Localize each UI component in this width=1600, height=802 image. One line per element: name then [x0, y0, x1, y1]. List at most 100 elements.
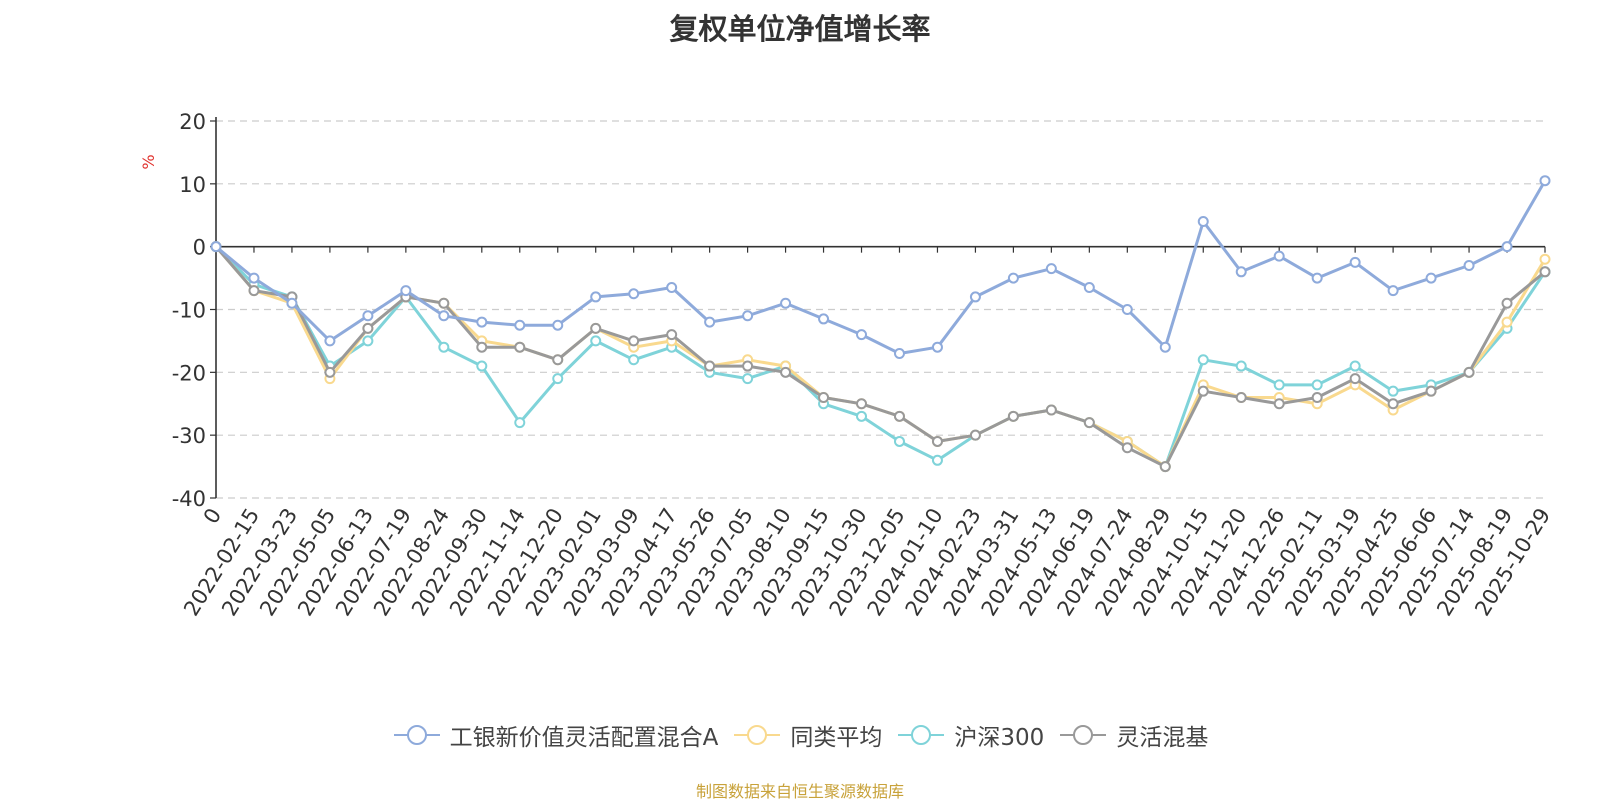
- data-point: [590, 291, 602, 303]
- data-point: [286, 297, 298, 309]
- series-line-3: [214, 245, 1546, 469]
- data-point: [1083, 417, 1095, 429]
- legend-line-circle-icon: [1060, 725, 1107, 745]
- data-point: [628, 354, 640, 366]
- legend-line-circle-icon: [734, 725, 781, 745]
- data-point: [969, 291, 981, 303]
- data-point: [210, 241, 222, 253]
- data-point: [628, 335, 640, 347]
- data-point: [476, 360, 488, 372]
- data-point: [590, 322, 602, 334]
- axes: 20100-10-20-30-4002022-02-152022-03-2320…: [172, 110, 1556, 620]
- data-point: [1273, 379, 1285, 391]
- data-point: [856, 410, 868, 422]
- data-point: [1235, 360, 1247, 372]
- legend-line-circle-icon: [393, 725, 440, 745]
- data-point: [1539, 175, 1551, 187]
- data-point: [400, 285, 412, 297]
- data-point: [742, 310, 754, 322]
- data-point: [1159, 341, 1171, 353]
- data-point: [1425, 385, 1437, 397]
- legend-line-circle-icon: [898, 725, 945, 745]
- data-point: [628, 288, 640, 300]
- data-point: [931, 341, 943, 353]
- legend-label: 同类平均: [790, 725, 883, 751]
- legend-item[interactable]: 沪深300: [896, 718, 1044, 752]
- data-point: [1159, 461, 1171, 473]
- data-point: [590, 335, 602, 347]
- legend-item[interactable]: 工银新价值灵活配置混合A: [392, 718, 719, 752]
- data-point: [476, 341, 488, 353]
- data-point: [476, 316, 488, 328]
- data-point: [1121, 304, 1133, 315]
- chart-title: 复权单位净值增长率: [669, 12, 931, 46]
- data-point: [856, 329, 868, 341]
- x-tick-label: 0: [199, 504, 226, 528]
- data-point: [780, 297, 792, 309]
- grid-lines: [216, 120, 1545, 499]
- legend-item[interactable]: 灵活混基: [1058, 718, 1208, 752]
- data-point: [1311, 379, 1323, 391]
- series-lines: [210, 175, 1551, 473]
- data-point: [969, 429, 981, 441]
- y-tick-label: -30: [172, 424, 206, 448]
- data-point: [1463, 260, 1475, 272]
- data-point: [552, 373, 564, 385]
- source-note: 制图数据来自恒生聚源数据库: [695, 782, 904, 801]
- data-point: [324, 366, 336, 378]
- data-point: [438, 297, 450, 309]
- data-point: [1387, 385, 1399, 397]
- legend-item[interactable]: 同类平均: [732, 718, 882, 752]
- data-point: [1007, 272, 1019, 284]
- data-point: [1501, 241, 1513, 253]
- legend-label: 灵活混基: [1116, 725, 1209, 751]
- y-tick-label: 10: [179, 173, 206, 197]
- data-point: [324, 335, 336, 347]
- data-point: [438, 341, 450, 353]
- data-point: [1501, 297, 1513, 309]
- data-point: [1273, 398, 1285, 410]
- data-point: [1311, 391, 1323, 403]
- series-line-0: [215, 179, 1547, 355]
- data-point: [1349, 373, 1361, 385]
- y-tick-label: -10: [172, 299, 206, 323]
- data-point: [780, 366, 792, 378]
- data-point: [1121, 442, 1133, 454]
- data-point: [1197, 385, 1209, 397]
- data-point: [362, 310, 374, 322]
- data-point: [666, 282, 678, 294]
- data-point: [893, 410, 905, 422]
- data-point: [931, 435, 943, 447]
- data-point: [1311, 272, 1323, 284]
- data-point: [438, 310, 450, 322]
- data-point: [704, 316, 716, 328]
- data-point: [931, 454, 943, 466]
- data-point: [856, 398, 868, 410]
- data-point: [1387, 398, 1399, 410]
- data-point: [1235, 266, 1247, 278]
- data-point: [742, 373, 754, 385]
- data-point: [1387, 285, 1399, 297]
- y-tick-label: 20: [179, 110, 206, 134]
- data-point: [552, 354, 564, 366]
- data-point: [362, 335, 374, 347]
- data-point: [893, 435, 905, 447]
- data-point: [1463, 366, 1475, 378]
- data-point: [1197, 354, 1209, 366]
- data-point: [1539, 253, 1551, 265]
- data-point: [1045, 404, 1057, 416]
- y-axis-label: %: [139, 154, 158, 169]
- data-point: [552, 319, 564, 331]
- data-point: [1349, 360, 1361, 372]
- data-point: [818, 391, 830, 403]
- data-point: [704, 360, 716, 372]
- data-point: [248, 285, 260, 297]
- legend: 工银新价值灵活配置混合A 同类平均 沪深300 灵活混基: [0, 718, 1600, 752]
- legend-label: 工银新价值灵活配置混合A: [449, 725, 719, 751]
- data-point: [1501, 316, 1513, 328]
- data-point: [514, 319, 526, 331]
- data-point: [1007, 410, 1019, 422]
- data-point: [1349, 256, 1361, 268]
- data-point: [1425, 272, 1437, 284]
